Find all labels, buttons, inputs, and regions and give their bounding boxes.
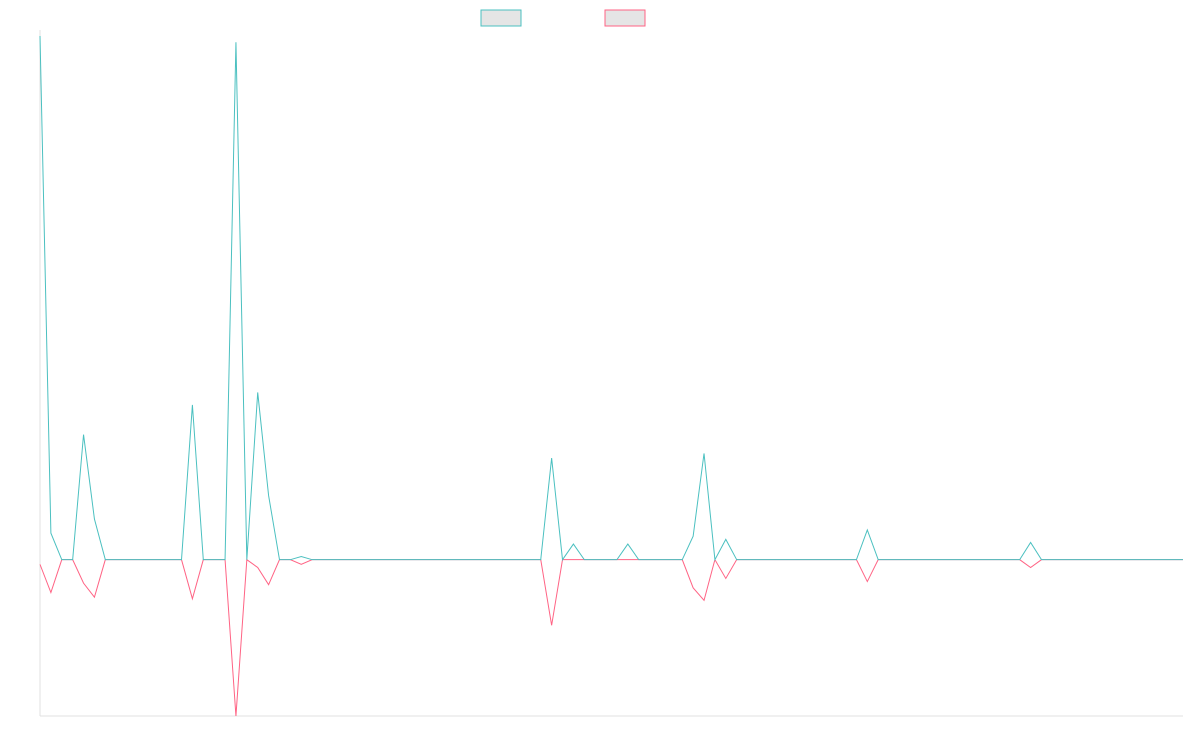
legend [480, 9, 646, 27]
axes [39, 30, 1183, 717]
legend-swatch-series-1[interactable] [480, 9, 522, 27]
legend-swatch-series-2[interactable] [604, 9, 646, 27]
series-2-line [39, 558, 1183, 717]
series-1-line [39, 35, 1183, 562]
series-layer [39, 35, 1183, 717]
